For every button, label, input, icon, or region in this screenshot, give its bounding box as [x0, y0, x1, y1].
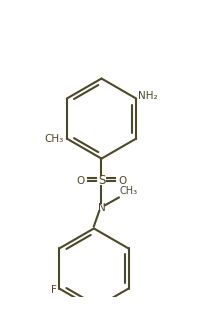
Text: N: N	[97, 203, 105, 213]
Text: S: S	[97, 175, 105, 187]
Text: F: F	[51, 285, 57, 295]
Text: O: O	[118, 176, 126, 186]
Text: NH₂: NH₂	[138, 91, 157, 101]
Text: O: O	[76, 176, 84, 186]
Text: CH₃: CH₃	[44, 134, 63, 144]
Text: CH₃: CH₃	[119, 186, 137, 197]
